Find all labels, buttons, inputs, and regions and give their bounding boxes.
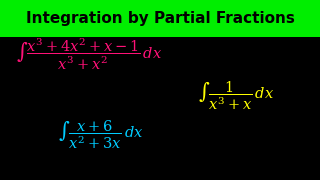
Text: Integration by Partial Fractions: Integration by Partial Fractions: [26, 11, 294, 26]
Text: $\int\dfrac{x^3+4x^2+x-1}{x^3+x^2}\,dx$: $\int\dfrac{x^3+4x^2+x-1}{x^3+x^2}\,dx$: [16, 36, 162, 72]
Text: $\int\dfrac{1}{x^3+x}\,dx$: $\int\dfrac{1}{x^3+x}\,dx$: [198, 79, 275, 112]
Text: $\int\dfrac{x+6}{x^2+3x}\,dx$: $\int\dfrac{x+6}{x^2+3x}\,dx$: [58, 119, 143, 151]
